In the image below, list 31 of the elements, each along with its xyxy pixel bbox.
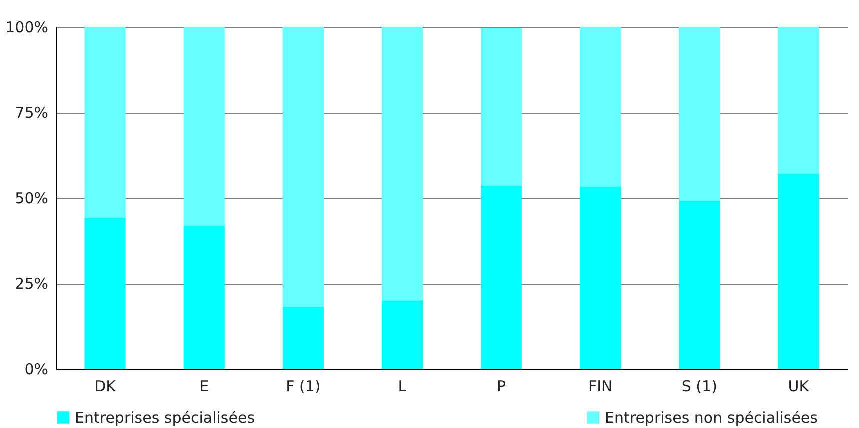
y-tick-label: 75% xyxy=(15,104,48,122)
x-tick-label: E xyxy=(200,378,210,396)
legend-label: Entreprises non spécialisées xyxy=(605,408,818,427)
bar xyxy=(679,27,720,201)
x-tick-label: FIN xyxy=(588,378,613,396)
bar xyxy=(580,186,622,369)
bar xyxy=(580,27,622,187)
legend-label: Entreprises spécialisées xyxy=(75,408,256,427)
bar xyxy=(382,27,424,301)
x-tick-label: DK xyxy=(94,378,118,396)
x-tick-label: L xyxy=(398,378,408,396)
x-tick-label: S (1) xyxy=(682,378,718,396)
bar xyxy=(778,174,820,369)
bar xyxy=(84,218,126,369)
x-tick-label: F (1) xyxy=(286,378,321,396)
bar xyxy=(184,27,225,226)
x-tick-label: P xyxy=(497,378,506,396)
bar xyxy=(778,27,820,174)
bar xyxy=(282,27,324,308)
y-tick-label: 25% xyxy=(15,275,48,293)
x-tick-label: UK xyxy=(788,378,810,396)
bar xyxy=(480,186,522,369)
bar xyxy=(84,27,126,218)
bar xyxy=(480,28,522,186)
y-tick-label: 0% xyxy=(24,360,48,378)
y-tick-label: 100% xyxy=(6,18,48,36)
bar xyxy=(184,226,225,369)
bar xyxy=(382,300,424,369)
bar xyxy=(282,307,324,369)
y-tick-label: 50% xyxy=(15,190,48,208)
bar xyxy=(679,200,720,369)
